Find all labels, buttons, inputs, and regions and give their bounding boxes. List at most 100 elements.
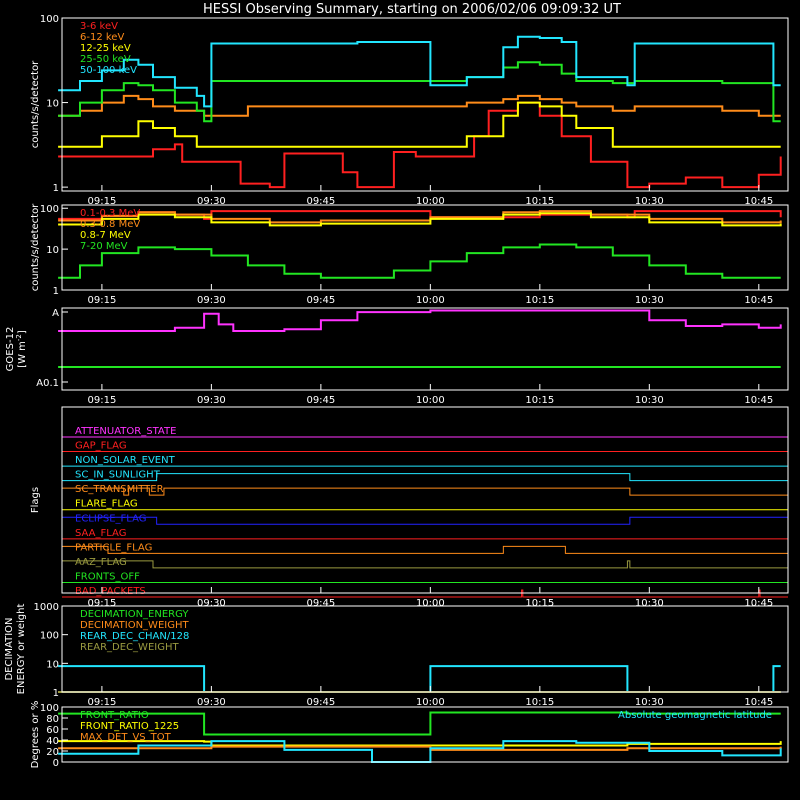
- flag-label: ECLIPSE_FLAG: [75, 513, 146, 524]
- x-tick-label: 10:30: [635, 697, 664, 708]
- x-tick-label: 10:45: [744, 196, 773, 207]
- axes-frame: [61, 605, 789, 693]
- flag-flare-flag: FLARE_FLAG: [62, 499, 788, 511]
- legend-entry: DECIMATION_ENERGY: [80, 609, 189, 620]
- flag-gap-flag: GAP_FLAG: [62, 441, 788, 453]
- series-12-25-kev: [58, 101, 781, 148]
- flag-label: FRONTS_OFF: [75, 571, 140, 582]
- flag-label: ATTENUATOR_STATE: [75, 426, 176, 437]
- y-axis-label: counts/s/detector: [30, 60, 41, 148]
- legend-entry: 0.8-7 MeV: [80, 230, 131, 241]
- flag-fronts-off: FRONTS_OFF: [62, 571, 788, 583]
- flag-label: SC_IN_SUNLIGHT: [75, 470, 161, 481]
- x-tick-label: 09:30: [197, 697, 226, 708]
- x-tick-label: 10:30: [635, 395, 664, 406]
- flag-line: [62, 473, 788, 482]
- flag-label: FLARE_FLAG: [75, 499, 138, 510]
- series-front-ratio-1225: [58, 740, 782, 747]
- y-axis-label-2: ENERGY or weight: [16, 604, 27, 695]
- legend-entry: 0.3-0.8 MeV: [80, 219, 140, 230]
- x-tick-label: 10:00: [416, 395, 445, 406]
- x-tick-label: 09:15: [87, 395, 116, 406]
- flag-saa-flag: SAA_FLAG: [62, 528, 788, 540]
- x-tick-label: 10:00: [416, 697, 445, 708]
- x-tick-label: 09:45: [306, 697, 335, 708]
- series-3-6-kev: [58, 101, 782, 189]
- y-axis-units-end: ]: [17, 330, 28, 334]
- legend-entry: 6-12 keV: [80, 32, 124, 43]
- flag-line: [61, 545, 788, 554]
- panel-4: ATTENUATOR_STATE GAP_FLAG NON_SOLAR_EVENT S…: [30, 406, 789, 609]
- x-tick-label: 10:15: [525, 598, 554, 609]
- y-tick-label: 1: [53, 286, 59, 297]
- legend-entry: 25-50 keV: [80, 54, 131, 65]
- flag-non-solar-event: NON_SOLAR_EVENT: [62, 455, 788, 467]
- series-0-8-7-mev: [58, 212, 782, 227]
- flag-label: AAZ_FLAG: [75, 557, 127, 568]
- legend-entry: FRONT_RATIO_1225: [80, 721, 179, 732]
- x-tick-label: 09:15: [87, 295, 116, 306]
- x-tick-label: 10:00: [416, 196, 445, 207]
- x-tick-label: 10:30: [635, 196, 664, 207]
- x-tick-label: 09:30: [197, 295, 226, 306]
- y-tick-label: 80: [46, 714, 59, 725]
- y-tick-label: A: [52, 308, 59, 319]
- x-tick-label: 09:15: [87, 697, 116, 708]
- legend-entry: 7-20 MeV: [80, 241, 128, 252]
- series-7-20-mev: [58, 243, 781, 279]
- legend-entry: 50-100 keV: [80, 65, 137, 76]
- y-tick-label: 10: [46, 245, 59, 256]
- flag-label: NON_SOLAR_EVENT: [75, 455, 176, 466]
- x-tick-label: 09:30: [197, 598, 226, 609]
- x-tick-label: 10:15: [525, 697, 554, 708]
- x-tick-label: 10:45: [744, 395, 773, 406]
- y-tick-label: 0: [53, 758, 59, 769]
- series-2-0: [58, 309, 782, 332]
- y-tick-label: 1: [53, 183, 59, 194]
- y-axis-units-text: [W m: [17, 341, 28, 368]
- x-tick-label: 10:15: [525, 295, 554, 306]
- flag-eclipse-flag: ECLIPSE_FLAG: [61, 513, 789, 525]
- legend-entry: 0.1-0.3 MeV: [80, 208, 140, 219]
- series-front-ratio: [58, 711, 781, 736]
- flag-line: [61, 516, 789, 525]
- legend-entry: FRONT_RATIO: [80, 710, 149, 721]
- y-axis-label: Degrees or %: [30, 701, 41, 769]
- flag-sc-in-sunlight: SC_IN_SUNLIGHT: [62, 470, 788, 482]
- flag-aaz-flag: AAZ_FLAG: [61, 557, 788, 569]
- flag-label: BAD_PACKETS: [75, 586, 146, 597]
- y-tick-label: 10: [46, 99, 59, 110]
- annotation-label: Absolute geomagnetic latitude: [618, 710, 772, 721]
- series-absolute-geomagnetic-latitude: [58, 740, 782, 763]
- x-tick-label: 10:45: [744, 697, 773, 708]
- axes-frame: [61, 17, 789, 192]
- y-tick-label: 1000: [34, 602, 59, 613]
- y-tick-label: 1: [53, 688, 59, 699]
- x-tick-label: 09:45: [306, 196, 335, 207]
- x-tick-label: 10:45: [744, 295, 773, 306]
- y-tick-label: 100: [40, 631, 59, 642]
- panel-2: 1 10 100 09:15 09:30 09:45 10:00 10:15 10:30 10:4…: [30, 203, 789, 306]
- figure-title: HESSI Observing Summary, starting on 200…: [203, 2, 621, 17]
- axes-frame: [61, 204, 789, 291]
- x-tick-label: 10:00: [416, 598, 445, 609]
- x-tick-label: 09:30: [197, 395, 226, 406]
- y-tick-label: A0.1: [36, 378, 59, 389]
- x-tick-label: 09:15: [87, 598, 116, 609]
- series-rear-dec-chan-128: [58, 665, 781, 693]
- flag-attenuator-state: ATTENUATOR_STATE: [62, 426, 788, 438]
- legend-entry: MAX_DET_VS_TOT: [80, 732, 172, 743]
- legend-entry: DECIMATION_WEIGHT: [80, 620, 189, 631]
- flag-sc-transmitter: SC_TRANSMITTER: [61, 484, 788, 496]
- series-6-12-kev: [58, 94, 781, 117]
- x-tick-label: 10:15: [525, 196, 554, 207]
- y-axis-label: counts/s/detector: [30, 203, 41, 291]
- x-tick-label: 09:45: [306, 295, 335, 306]
- x-tick-label: 10:15: [525, 395, 554, 406]
- legend-entry: REAR_DEC_WEIGHT: [80, 642, 179, 653]
- flag-label: SC_TRANSMITTER: [75, 484, 164, 495]
- flag-particle-flag: PARTICLE_FLAG: [61, 542, 788, 554]
- axes-frame: [61, 706, 789, 763]
